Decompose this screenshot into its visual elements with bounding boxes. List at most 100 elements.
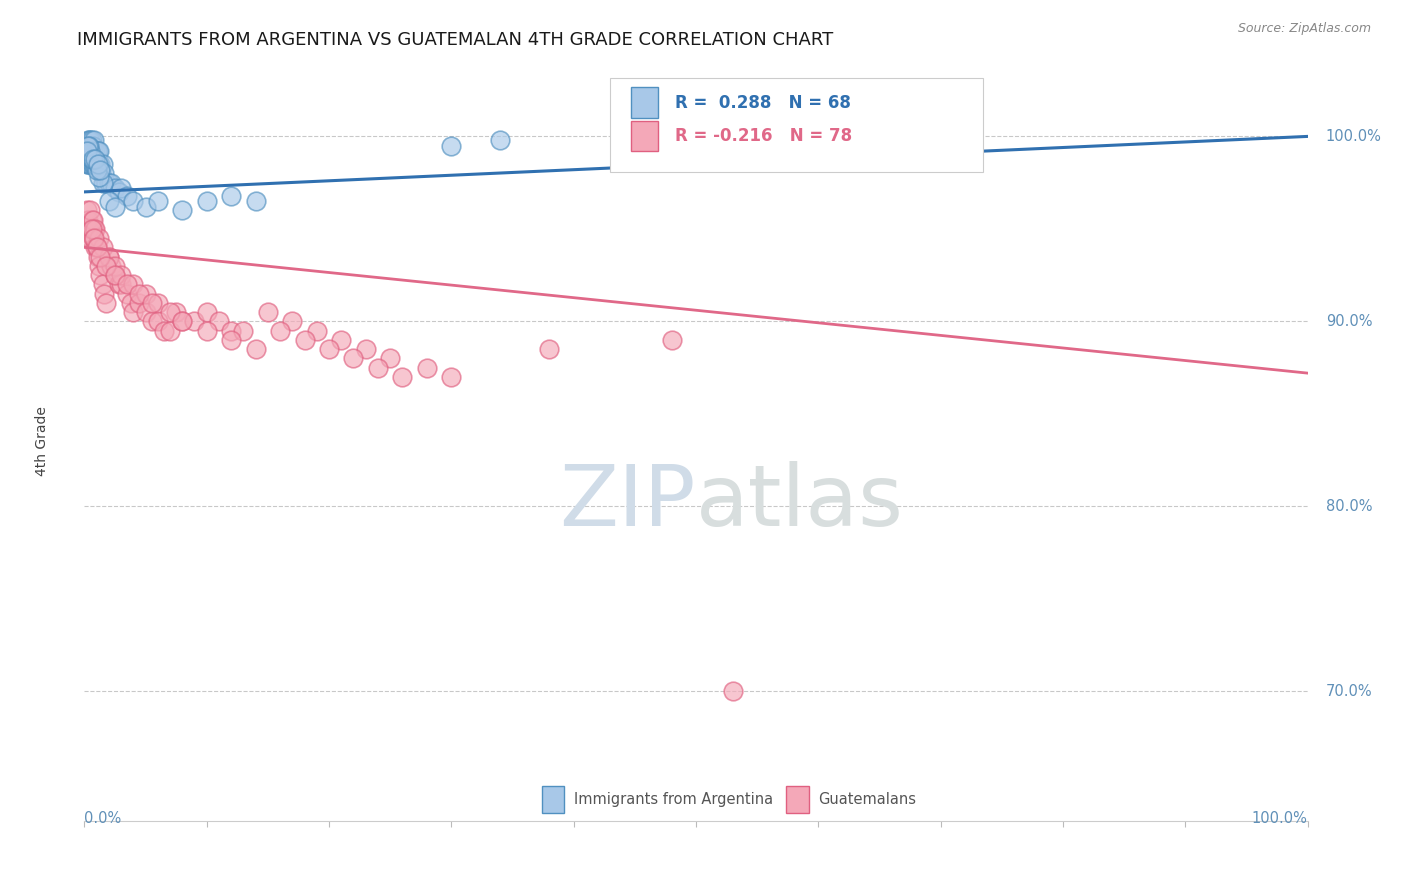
- Point: [90, 166, 112, 180]
- Point: [208, 314, 231, 328]
- Point: [80, 222, 103, 236]
- Point: [245, 342, 267, 356]
- Point: [219, 324, 242, 338]
- Point: [195, 194, 218, 208]
- Point: [97, 194, 120, 208]
- Point: [77, 133, 100, 147]
- Point: [83, 231, 105, 245]
- Point: [79, 157, 101, 171]
- Point: [94, 176, 117, 190]
- Point: [79, 203, 101, 218]
- Point: [146, 296, 169, 310]
- Point: [120, 296, 142, 310]
- Point: [115, 286, 138, 301]
- Point: [159, 324, 181, 338]
- Point: [416, 360, 439, 375]
- Point: [76, 145, 98, 159]
- Point: [82, 148, 104, 162]
- Point: [79, 138, 101, 153]
- Point: [146, 194, 169, 208]
- Point: [141, 314, 163, 328]
- Point: [87, 145, 110, 159]
- Point: [80, 212, 103, 227]
- Point: [153, 324, 176, 338]
- Point: [76, 157, 98, 171]
- Point: [330, 333, 353, 347]
- Point: [80, 138, 103, 153]
- Text: Immigrants from Argentina: Immigrants from Argentina: [574, 792, 773, 807]
- Point: [110, 181, 132, 195]
- Point: [232, 324, 254, 338]
- Point: [100, 259, 122, 273]
- Point: [89, 268, 111, 282]
- Point: [93, 286, 115, 301]
- Point: [91, 176, 114, 190]
- Point: [128, 286, 150, 301]
- Point: [195, 324, 218, 338]
- Point: [104, 181, 127, 195]
- Point: [86, 157, 108, 171]
- Point: [77, 138, 100, 153]
- Point: [128, 296, 150, 310]
- Point: [440, 138, 463, 153]
- Point: [80, 148, 103, 162]
- Text: 4th Grade: 4th Grade: [35, 407, 49, 476]
- Point: [97, 250, 120, 264]
- Text: 90.0%: 90.0%: [1326, 314, 1372, 329]
- Point: [96, 176, 118, 190]
- Text: R =  0.288   N = 68: R = 0.288 N = 68: [675, 94, 851, 112]
- Point: [489, 133, 512, 147]
- Point: [100, 176, 122, 190]
- Point: [84, 157, 107, 171]
- Point: [77, 138, 100, 153]
- Point: [107, 185, 129, 199]
- Point: [195, 305, 218, 319]
- Point: [91, 277, 114, 292]
- Text: 0.0%: 0.0%: [84, 812, 121, 826]
- Point: [84, 145, 107, 159]
- Point: [89, 250, 111, 264]
- FancyBboxPatch shape: [786, 786, 808, 814]
- Point: [115, 188, 138, 202]
- Point: [257, 305, 280, 319]
- Point: [172, 314, 194, 328]
- Point: [104, 268, 127, 282]
- Point: [86, 240, 108, 254]
- Point: [104, 268, 127, 282]
- Point: [77, 157, 100, 171]
- Point: [91, 240, 114, 254]
- Point: [80, 133, 103, 147]
- Point: [165, 305, 187, 319]
- Point: [83, 157, 105, 171]
- Point: [87, 145, 110, 159]
- Point: [84, 152, 107, 166]
- FancyBboxPatch shape: [610, 78, 983, 172]
- Point: [135, 305, 157, 319]
- Point: [141, 296, 163, 310]
- Point: [87, 157, 110, 171]
- Point: [135, 286, 157, 301]
- Point: [77, 148, 100, 162]
- Point: [721, 684, 744, 698]
- Point: [83, 152, 105, 166]
- Point: [91, 157, 114, 171]
- Point: [104, 259, 127, 273]
- Point: [84, 222, 107, 236]
- Point: [172, 314, 194, 328]
- Point: [380, 351, 402, 366]
- Text: 70.0%: 70.0%: [1326, 683, 1372, 698]
- Point: [391, 369, 413, 384]
- Point: [115, 277, 138, 292]
- Point: [77, 212, 100, 227]
- Point: [122, 305, 145, 319]
- Text: IMMIGRANTS FROM ARGENTINA VS GUATEMALAN 4TH GRADE CORRELATION CHART: IMMIGRANTS FROM ARGENTINA VS GUATEMALAN …: [77, 31, 834, 49]
- Point: [87, 170, 110, 185]
- Point: [245, 194, 267, 208]
- Point: [538, 342, 561, 356]
- FancyBboxPatch shape: [541, 786, 564, 814]
- Point: [294, 333, 316, 347]
- Text: Guatemalans: Guatemalans: [818, 792, 917, 807]
- Point: [77, 222, 100, 236]
- Point: [96, 259, 118, 273]
- Point: [77, 157, 100, 171]
